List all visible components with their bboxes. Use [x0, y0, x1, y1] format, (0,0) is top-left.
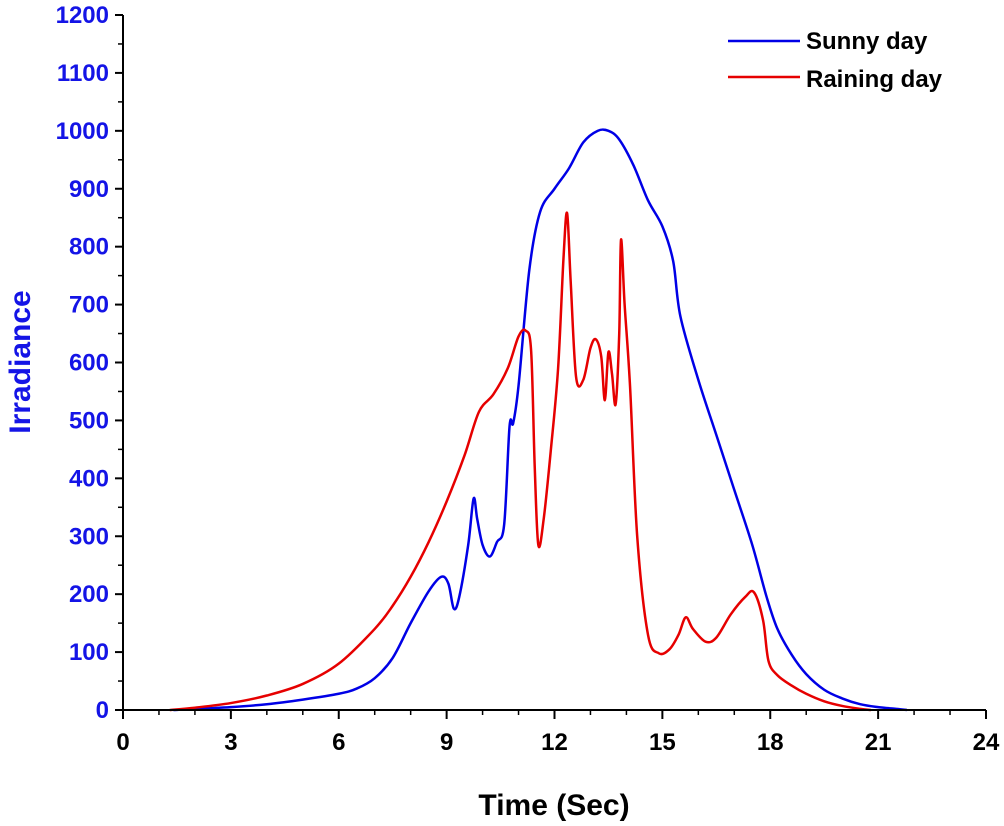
series-line-sunny-day [173, 128, 908, 712]
legend: Sunny day Raining day [728, 28, 943, 93]
y-tick-label: 800 [69, 234, 109, 261]
x-tick-label: 24 [973, 729, 1000, 756]
x-tick-label: 15 [649, 729, 676, 756]
series-lines [169, 128, 908, 712]
x-axis-label: Time (Sec) [478, 789, 629, 822]
y-axis-ticks: 0 100 200 300 400 500 600 700 800 900 1000 1100 1200 [56, 2, 123, 724]
x-tick-label: 18 [757, 729, 784, 756]
y-tick-label: 1000 [56, 118, 109, 145]
x-axis-ticks: 0 3 6 9 12 15 18 21 24 [116, 710, 1000, 756]
x-tick-label: 12 [541, 729, 568, 756]
y-tick-label: 0 [96, 697, 109, 724]
series-line-raining-day [169, 211, 872, 712]
y-tick-label: 100 [69, 639, 109, 666]
x-tick-label: 0 [116, 729, 129, 756]
x-tick-label: 6 [332, 729, 345, 756]
x-tick-label: 21 [865, 729, 892, 756]
legend-label-sunny-day: Sunny day [806, 28, 928, 55]
y-tick-label: 700 [69, 292, 109, 319]
y-tick-label: 1100 [57, 60, 109, 87]
y-tick-label: 1200 [56, 2, 109, 29]
x-tick-label: 9 [440, 729, 453, 756]
y-axis-label: Irradiance [4, 290, 37, 433]
y-tick-label: 600 [69, 350, 109, 377]
y-tick-label: 500 [69, 407, 109, 434]
y-tick-label: 300 [69, 523, 109, 550]
legend-label-raining-day: Raining day [806, 66, 943, 93]
y-tick-label: 200 [69, 581, 109, 608]
y-tick-label: 900 [69, 176, 109, 203]
x-tick-label: 3 [224, 729, 237, 756]
y-tick-label: 400 [69, 465, 109, 492]
